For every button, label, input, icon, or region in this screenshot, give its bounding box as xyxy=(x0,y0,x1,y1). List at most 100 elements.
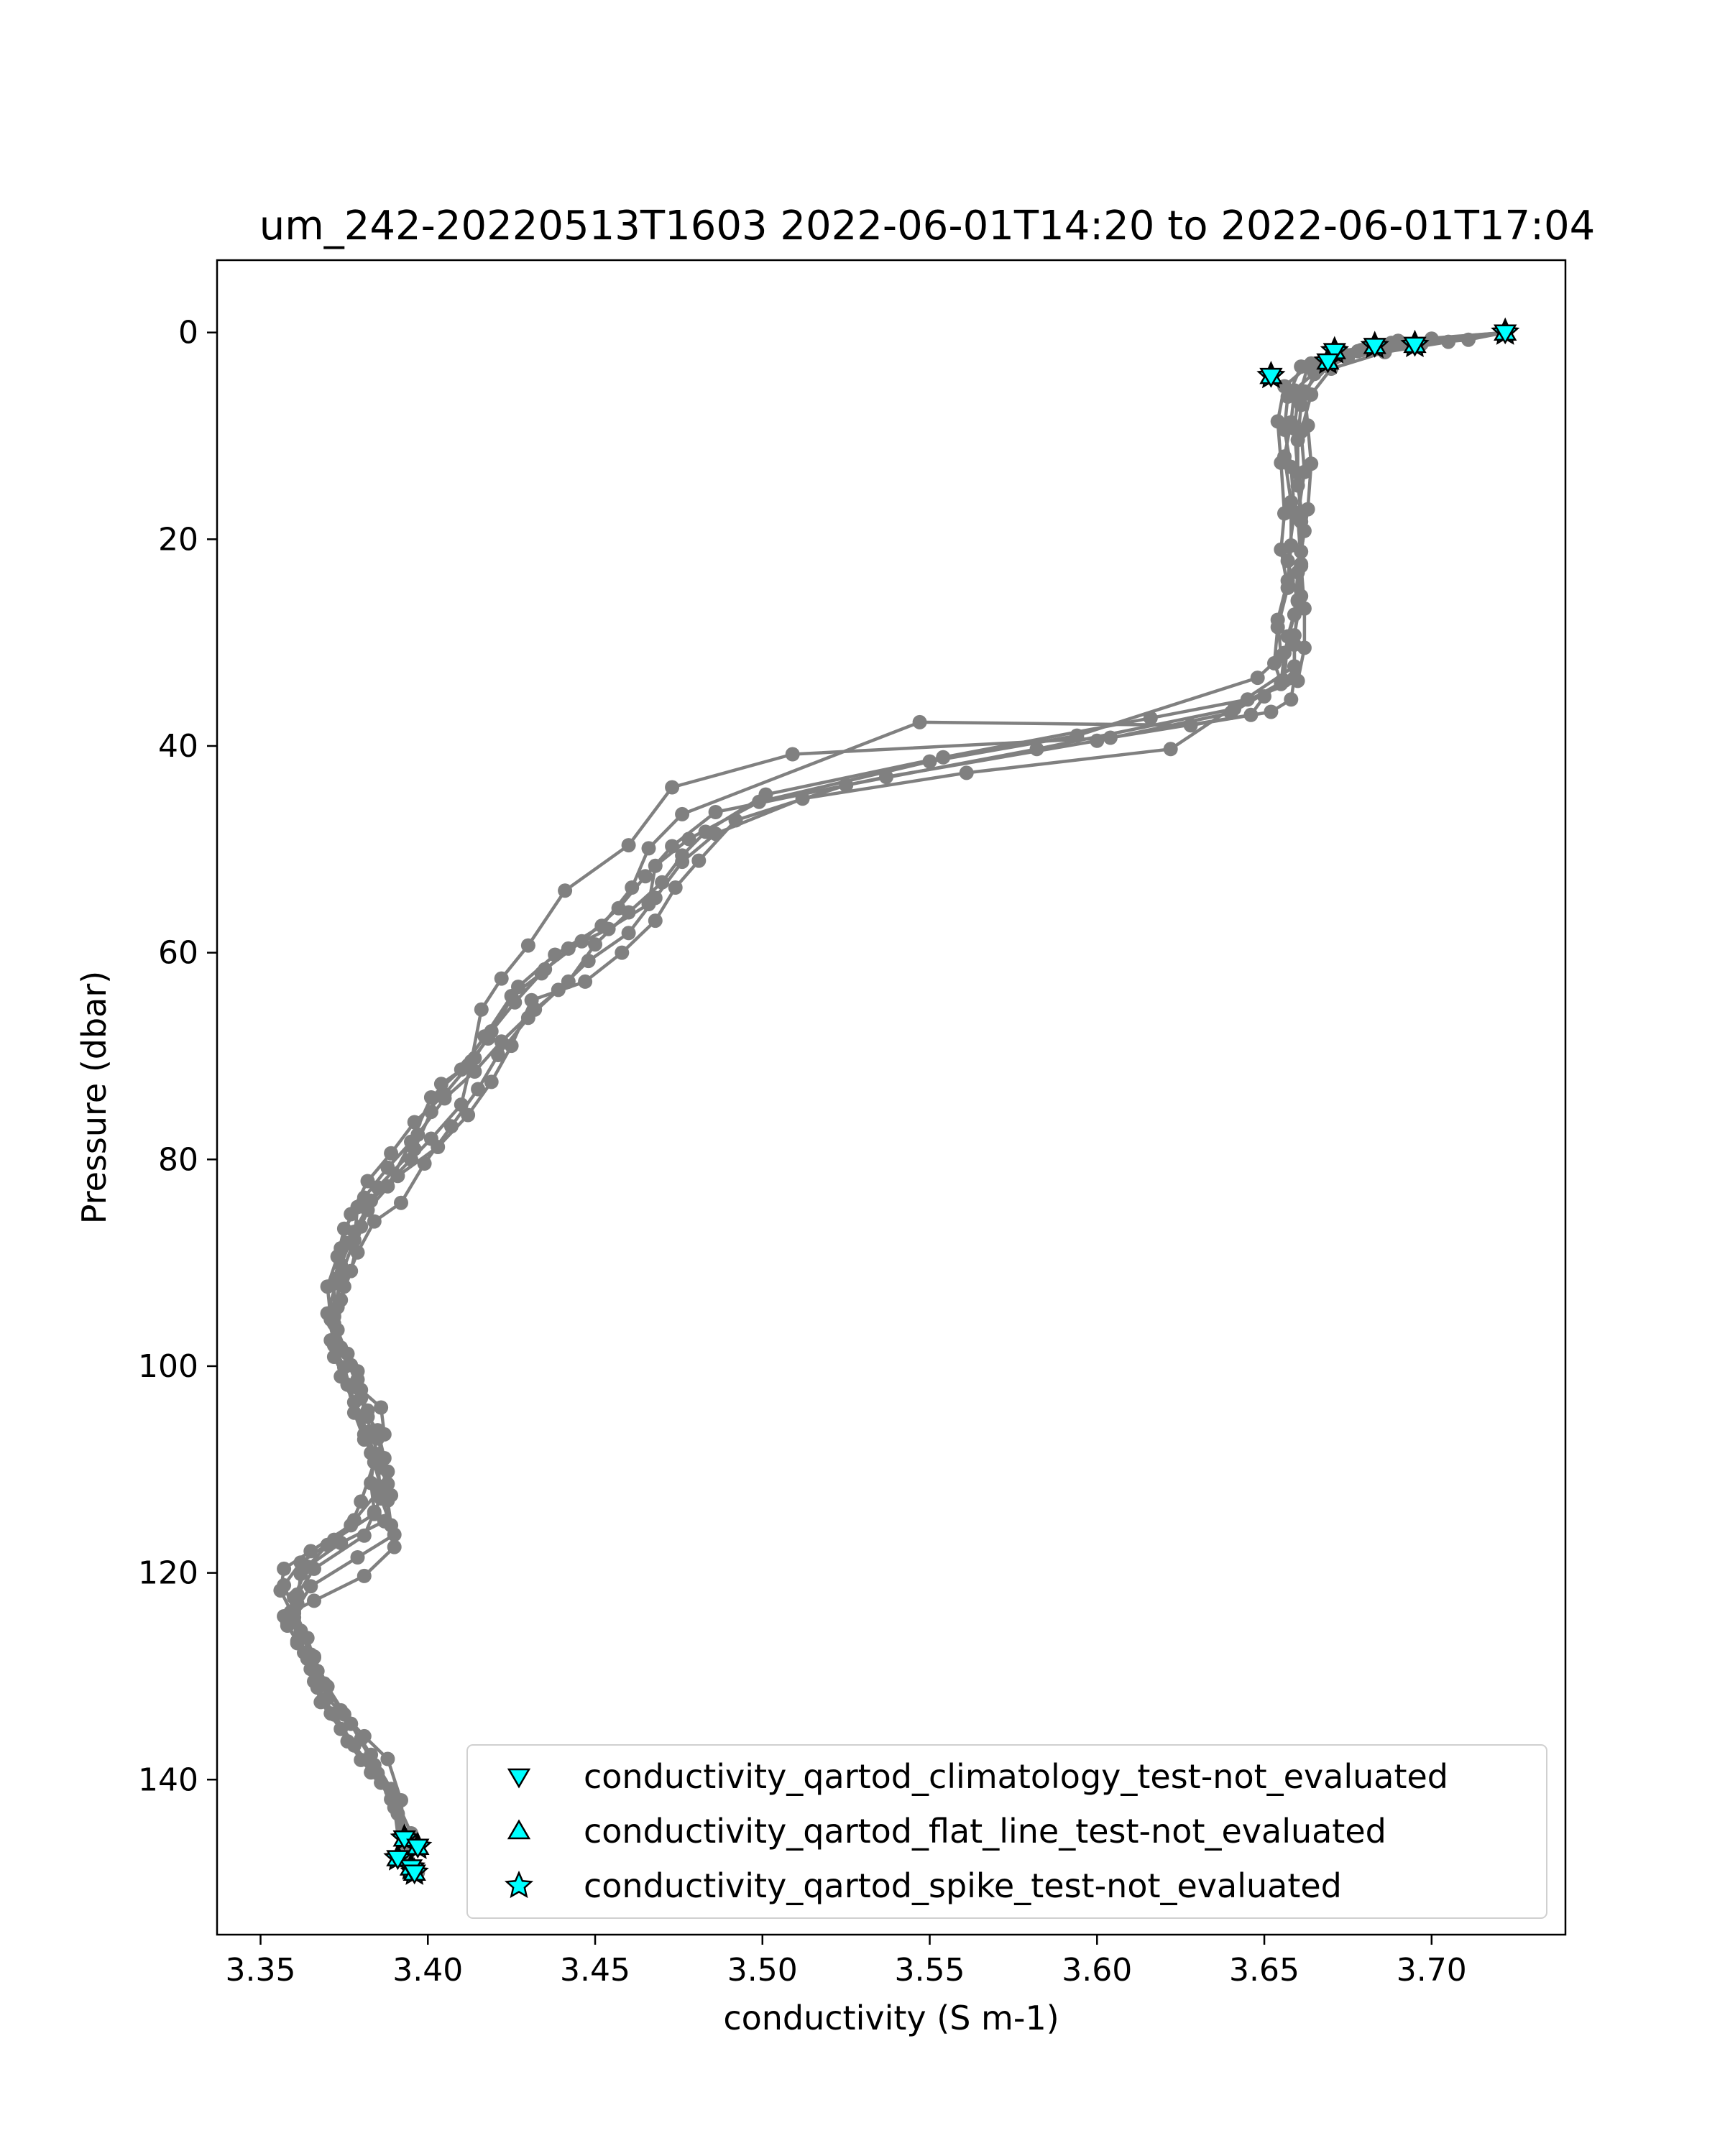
data-point xyxy=(367,1506,382,1521)
legend-box xyxy=(466,1744,1547,1919)
climatology-flag-marker xyxy=(1363,338,1386,358)
data-point xyxy=(538,962,553,977)
data-point xyxy=(474,1002,489,1017)
data-point xyxy=(370,1423,385,1438)
data-point xyxy=(1290,565,1305,580)
data-point xyxy=(1223,706,1238,720)
data-point xyxy=(675,848,690,863)
data-point xyxy=(665,839,680,854)
data-point xyxy=(310,1664,325,1679)
data-point xyxy=(287,1603,302,1618)
data-point xyxy=(364,1747,379,1762)
data-point xyxy=(578,974,593,989)
data-point xyxy=(380,1160,395,1175)
data-point xyxy=(655,875,670,890)
data-point xyxy=(621,838,636,853)
y-tick-label: 140 xyxy=(138,1761,198,1798)
data-point xyxy=(601,921,616,936)
star-icon xyxy=(504,1870,534,1899)
plot-frame xyxy=(216,259,1567,1936)
data-point xyxy=(665,780,680,795)
legend-label-flat-line: conductivity_qartod_flat_line_test-not_e… xyxy=(584,1812,1386,1851)
data-point xyxy=(303,1579,318,1594)
x-tick-label: 3.55 xyxy=(895,1952,965,1989)
x-tick-label: 3.40 xyxy=(392,1952,463,1989)
data-point xyxy=(708,805,723,819)
data-point xyxy=(307,1593,321,1608)
data-point xyxy=(326,1276,341,1291)
data-point xyxy=(394,1195,408,1210)
data-point xyxy=(561,974,576,989)
data-point xyxy=(1250,671,1265,686)
climatology-flag-marker xyxy=(1322,343,1346,364)
data-point xyxy=(912,714,927,729)
y-tick-label: 20 xyxy=(158,521,198,558)
data-point xyxy=(340,1734,355,1749)
data-point xyxy=(484,1024,499,1038)
data-point xyxy=(528,1002,543,1017)
profile-series xyxy=(277,325,1513,1841)
data-point xyxy=(326,1532,341,1547)
data-point xyxy=(507,995,523,1010)
chart-title: um_242-20220513T1603 2022-06-01T14:20 to… xyxy=(259,203,1596,249)
legend-marker-spike xyxy=(504,1870,534,1899)
data-point xyxy=(334,1241,349,1256)
data-point xyxy=(454,1062,469,1077)
data-point xyxy=(360,1174,375,1189)
y-axis-label: Pressure (dbar) xyxy=(75,971,114,1224)
climatology-flag-marker xyxy=(402,1864,426,1885)
data-point xyxy=(1287,607,1302,622)
data-point xyxy=(561,941,576,956)
legend: conductivity_qartod_climatology_test-not… xyxy=(466,1744,1547,1919)
climatology-flag-marker xyxy=(406,1838,430,1859)
data-point xyxy=(698,824,713,839)
data-point xyxy=(1264,704,1279,719)
data-point xyxy=(384,1782,399,1797)
data-point xyxy=(367,1214,382,1229)
data-point xyxy=(1277,645,1292,660)
legend-marker-climatology xyxy=(507,1768,531,1789)
data-point xyxy=(1290,673,1305,688)
data-point xyxy=(648,913,663,929)
data-point xyxy=(648,890,663,906)
data-point xyxy=(1290,478,1305,493)
data-point xyxy=(377,1514,392,1529)
data-point xyxy=(1277,449,1292,464)
data-point xyxy=(936,750,951,765)
data-point xyxy=(1274,676,1289,691)
data-point xyxy=(758,787,773,802)
data-point xyxy=(390,1169,405,1184)
data-point xyxy=(611,900,626,916)
data-point xyxy=(380,1751,395,1766)
data-point xyxy=(494,971,509,986)
data-point xyxy=(326,1309,341,1324)
data-point xyxy=(350,1245,365,1260)
y-axis-ticks: 0 20 40 60 80 100 120 140 xyxy=(138,315,217,1798)
data-point xyxy=(1307,367,1322,382)
data-point xyxy=(1297,523,1312,538)
triangle-up-icon xyxy=(507,1819,531,1840)
y-tick-label: 80 xyxy=(158,1141,198,1178)
data-point xyxy=(384,1146,399,1161)
data-point xyxy=(638,869,653,884)
qartod-flag-layer xyxy=(383,317,1520,1885)
data-point xyxy=(1297,640,1312,655)
data-point xyxy=(1163,742,1178,757)
x-tick-label: 3.50 xyxy=(727,1952,798,1989)
data-point xyxy=(377,1451,392,1465)
data-point xyxy=(691,853,707,868)
climatology-flag-marker xyxy=(1316,353,1340,374)
data-point xyxy=(410,1127,426,1142)
data-point xyxy=(641,841,656,856)
data-point xyxy=(484,1074,499,1089)
y-tick-label: 60 xyxy=(158,935,198,972)
x-tick-label: 3.60 xyxy=(1062,1952,1132,1989)
data-point xyxy=(380,1464,395,1479)
data-point xyxy=(1297,464,1312,479)
data-point xyxy=(467,1051,482,1066)
data-point xyxy=(350,1550,365,1565)
climatology-flag-marker xyxy=(1259,367,1283,388)
data-point xyxy=(675,806,690,821)
data-point xyxy=(387,1527,402,1542)
